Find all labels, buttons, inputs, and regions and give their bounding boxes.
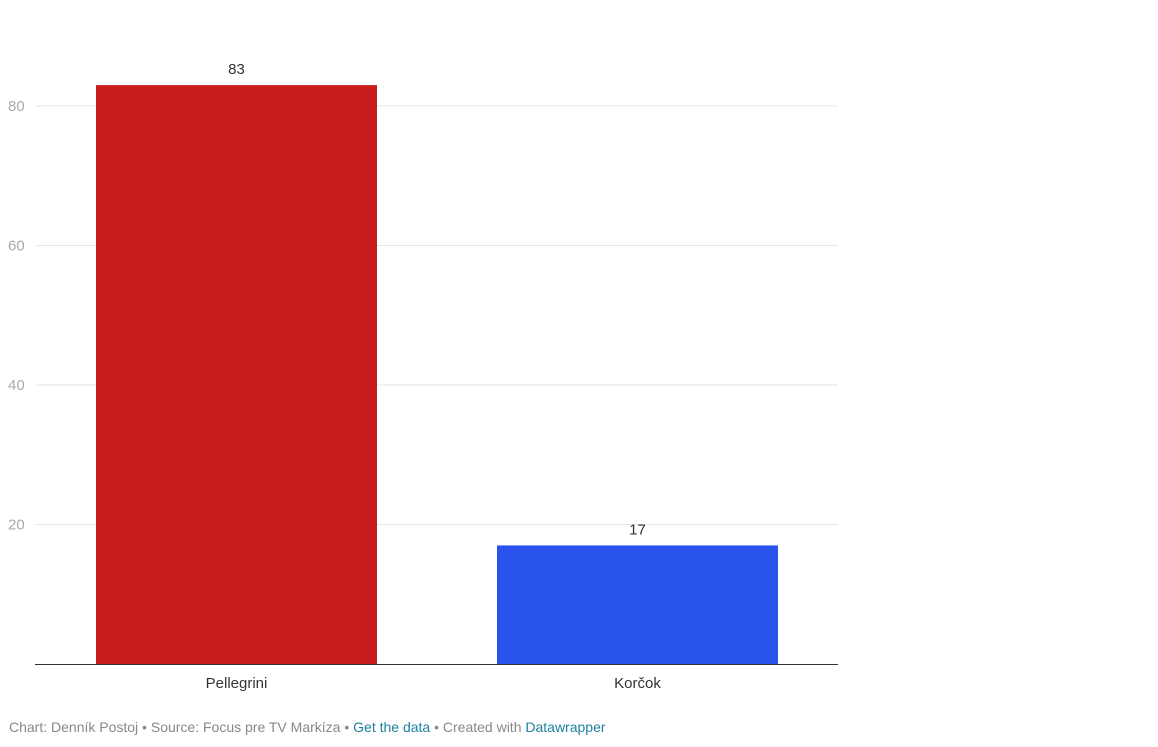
value-label: 83	[228, 61, 245, 78]
x-tick-label: Korčok	[614, 675, 661, 692]
x-tick-label: Pellegrini	[206, 675, 268, 692]
y-tick-label: 20	[8, 517, 25, 534]
source-credit: Source: Focus pre TV Markíza	[150, 719, 341, 735]
datawrapper-link[interactable]: Datawrapper	[525, 719, 606, 735]
separator: •	[340, 719, 354, 735]
bar-korčok	[497, 545, 778, 664]
y-tick-label: 80	[8, 98, 25, 115]
get-the-data-link[interactable]: Get the data	[353, 719, 431, 735]
value-label: 17	[629, 521, 646, 538]
created-with-label: Created with	[442, 719, 526, 735]
y-tick-label: 40	[8, 377, 25, 394]
chart-credit: Chart: Denník Postoj	[9, 719, 139, 735]
bar-pellegrini	[96, 85, 377, 664]
y-tick-label: 60	[8, 238, 25, 255]
footer: Chart: Denník Postoj • Source: Focus pre…	[9, 719, 606, 735]
bar-chart: 20 40 60 80 83 Pellegrini 17 Korčok	[8, 61, 838, 692]
separator: •	[138, 719, 151, 735]
separator: •	[430, 719, 443, 735]
